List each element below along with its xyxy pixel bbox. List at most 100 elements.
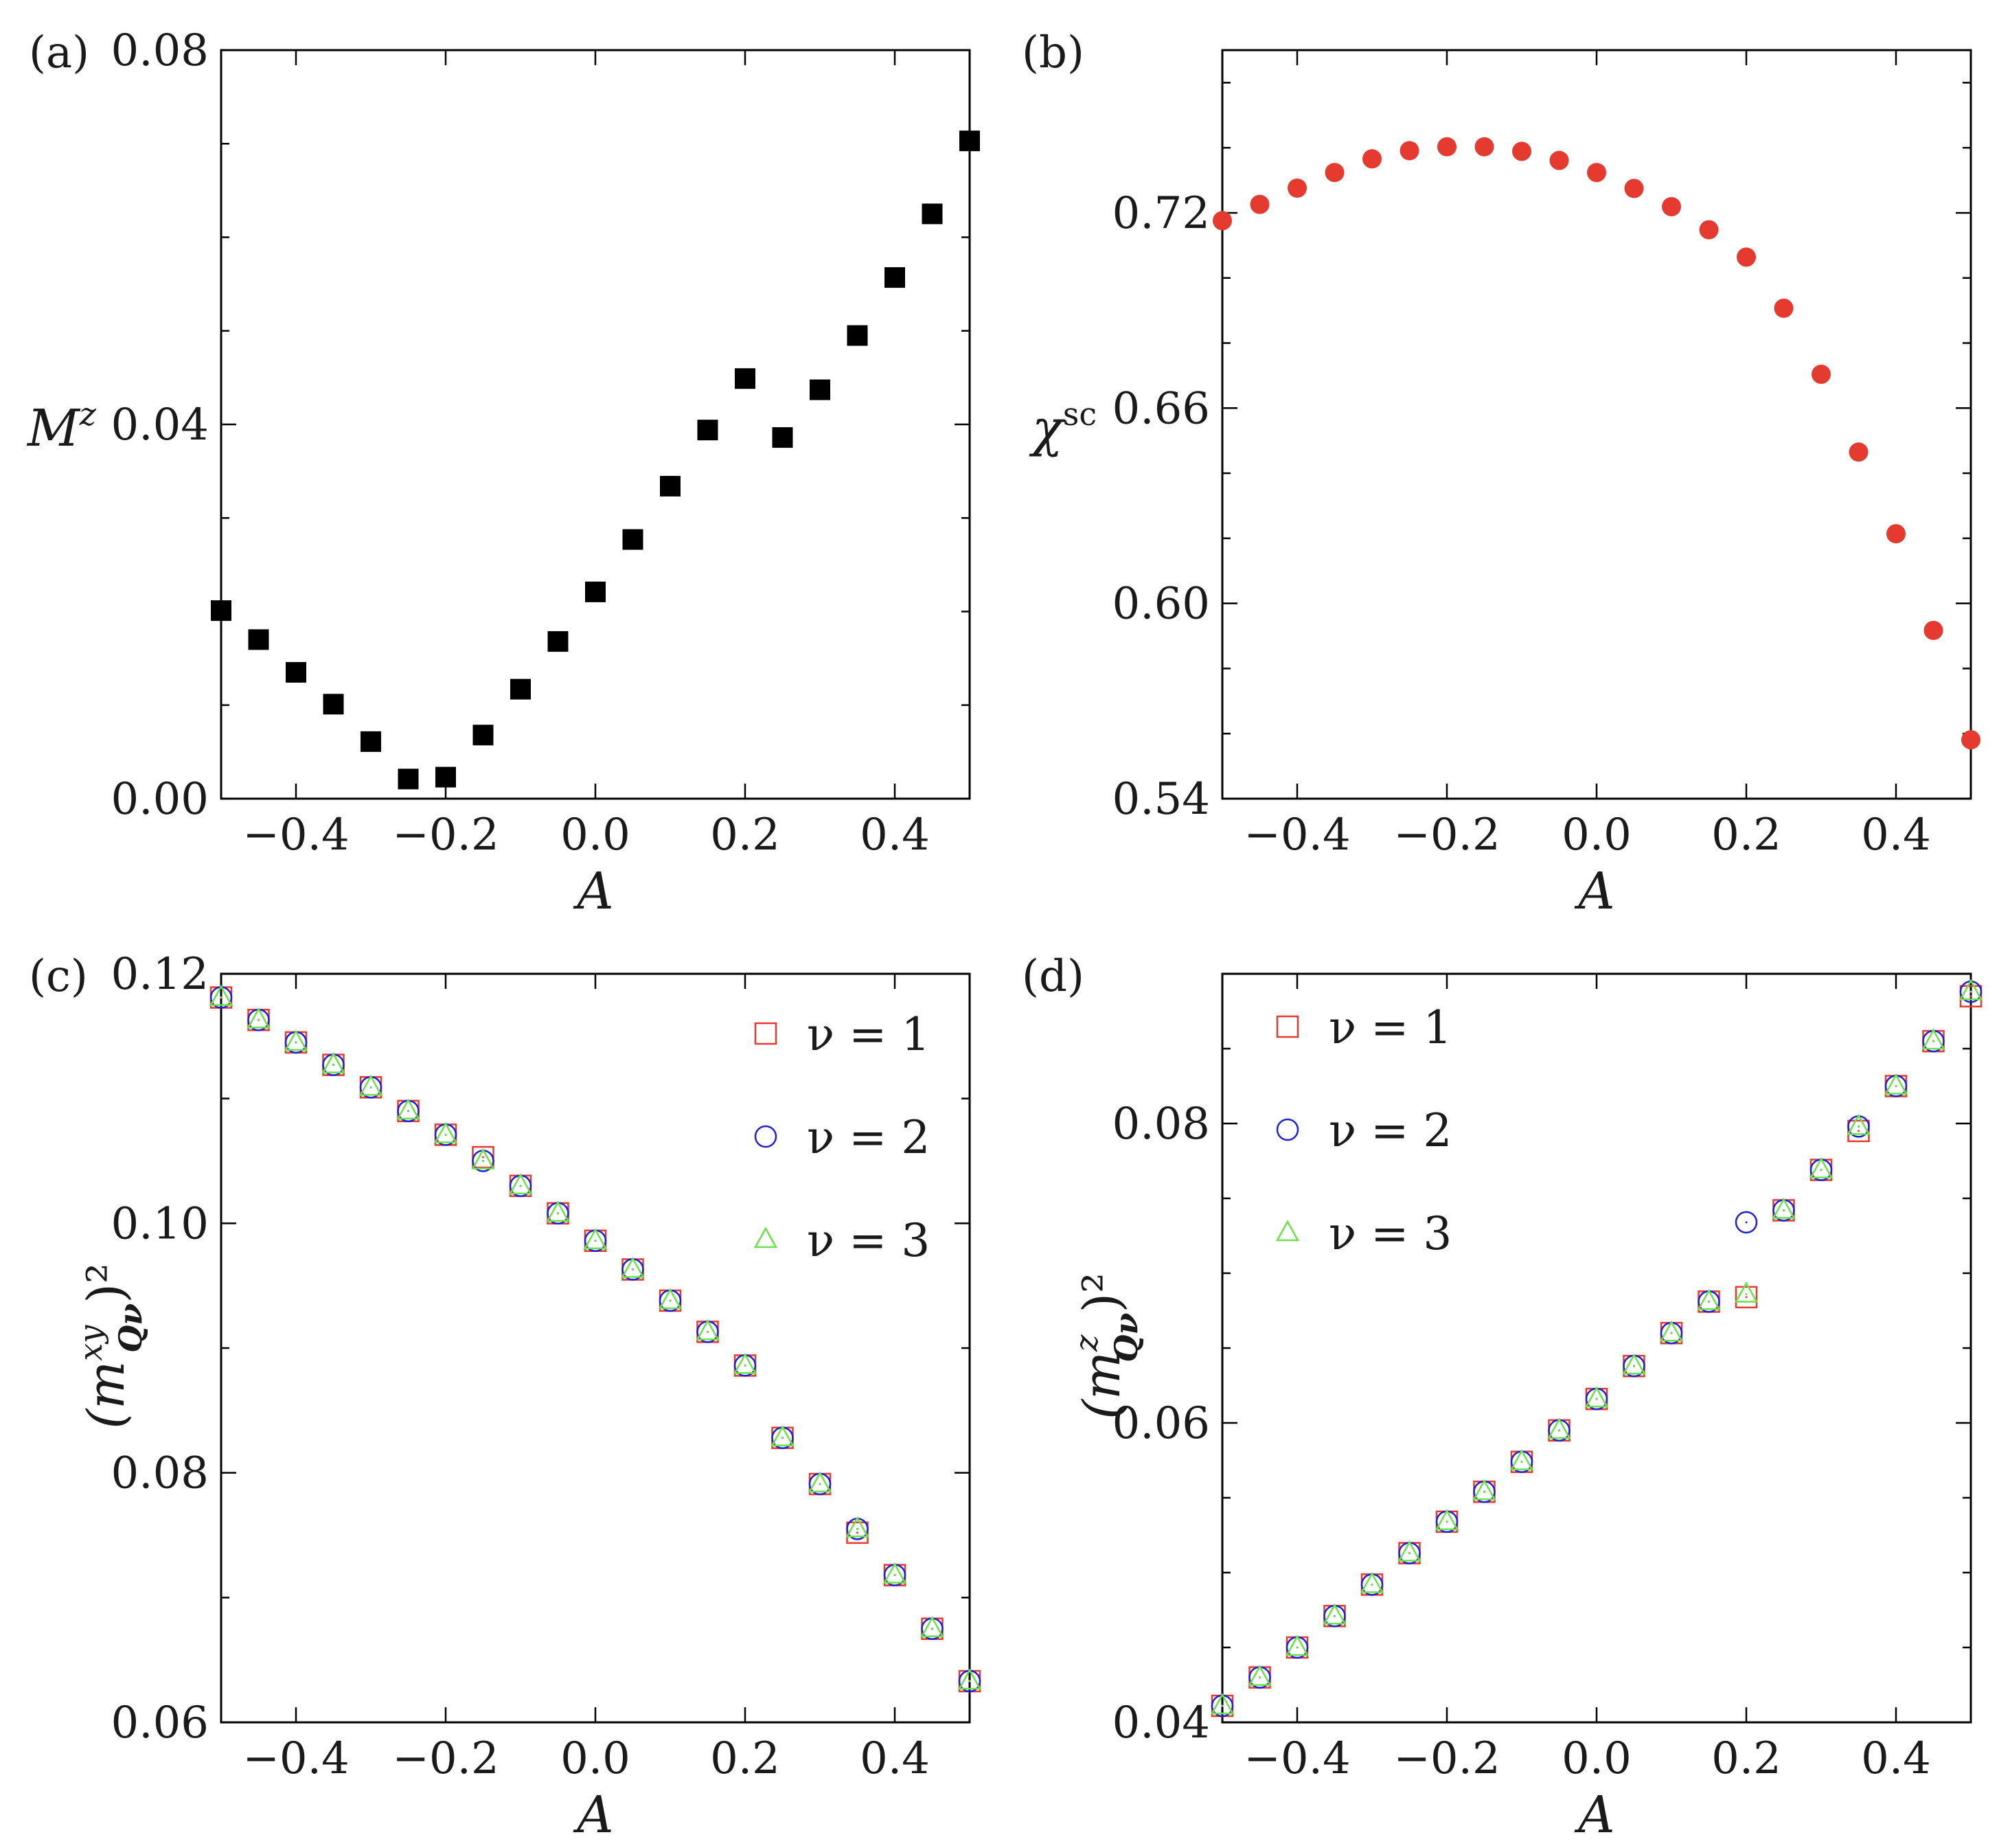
x-tick-label: −0.4	[242, 810, 349, 860]
data-point	[810, 379, 830, 400]
y-tick-label: 0.08	[111, 1448, 209, 1499]
data-point-center	[781, 1437, 784, 1439]
data-point	[660, 475, 681, 497]
data-point	[847, 325, 868, 346]
data-point	[1699, 220, 1719, 240]
data-point	[1472, 1479, 1496, 1501]
y-tick-label: 0.06	[1112, 1398, 1211, 1449]
data-point	[323, 694, 344, 715]
data-point	[1325, 163, 1345, 183]
panel-a: (a) −0.4 −0.2 0.0 0.2 0.4 0.00 0.04 0.08 A Mz	[26, 25, 980, 921]
data-point	[658, 1288, 683, 1310]
data-point-center	[1820, 1169, 1823, 1172]
data-point	[284, 1029, 308, 1051]
data-point	[508, 1173, 533, 1195]
data-point	[735, 368, 755, 389]
data-point-center	[1296, 1646, 1299, 1649]
data-point	[547, 631, 569, 652]
data-point-center	[1783, 1209, 1785, 1211]
x-tick-label: −0.2	[392, 810, 499, 860]
data-point	[1248, 1665, 1272, 1686]
data-point-center	[1221, 1704, 1224, 1707]
data-point-center	[1259, 1676, 1261, 1679]
x-tick-label: 0.4	[860, 1733, 930, 1784]
data-point-center	[707, 1330, 709, 1333]
data-point	[435, 766, 456, 788]
y-tick-label: 0.54	[1112, 774, 1211, 825]
data-point	[1323, 1603, 1347, 1625]
legend-label: ν = 2	[807, 1111, 930, 1164]
data-point	[1659, 1320, 1684, 1342]
data-point	[321, 1052, 345, 1073]
data-point-center	[1745, 1293, 1748, 1296]
x-tick-label: 0.4	[860, 810, 930, 860]
y-tick-label: 0.04	[111, 400, 209, 450]
data-point-center	[1858, 1125, 1860, 1128]
y-axis-label: χsc	[1029, 396, 1097, 458]
data-point	[583, 1228, 608, 1250]
legend-marker	[754, 1125, 777, 1148]
x-axis-label: A	[573, 862, 613, 921]
data-point	[621, 1256, 645, 1278]
y-axis-label: (mxyQν)²	[72, 1263, 149, 1429]
data-point	[1734, 1281, 1759, 1303]
series-1	[1211, 985, 1983, 1718]
data-point	[1285, 1634, 1310, 1656]
y-tick-label: 0.12	[111, 949, 209, 1000]
data-point-center	[893, 1574, 896, 1577]
y-axis-label: (mzQν)²	[1068, 1273, 1145, 1419]
legend: ν = 1 ν = 2 ν = 3	[753, 1008, 930, 1267]
data-point-center	[519, 1185, 522, 1187]
data-point-center	[482, 1160, 484, 1162]
data-point	[1886, 524, 1906, 544]
data-point	[1397, 1540, 1421, 1562]
data-point	[1923, 620, 1943, 640]
data-point-center	[968, 1680, 971, 1682]
data-point	[585, 581, 606, 602]
data-point	[1884, 1073, 1908, 1095]
data-point	[471, 1148, 495, 1170]
x-tick-label: 0.2	[710, 810, 780, 860]
data-point-center	[856, 1527, 858, 1530]
x-tick-label: 0.0	[560, 810, 630, 860]
data-point-center	[1670, 1332, 1673, 1334]
data-point	[286, 662, 306, 683]
data-point	[1735, 1286, 1758, 1309]
data-point-center	[369, 1086, 372, 1088]
x-tick-label: 0.2	[1711, 810, 1781, 860]
x-tick-label: 0.2	[710, 1733, 780, 1784]
data-point	[546, 1200, 570, 1222]
data-point-center	[1895, 1085, 1897, 1087]
data-point-center	[1633, 1365, 1635, 1367]
data-point	[770, 1425, 795, 1447]
data-point	[1958, 979, 1983, 1001]
data-point	[1435, 1509, 1459, 1531]
data-point	[922, 203, 943, 225]
data-point-center	[332, 1064, 334, 1066]
data-point-center	[931, 1628, 933, 1630]
data-point-center	[1595, 1398, 1598, 1400]
y-tick-label: 0.72	[1112, 188, 1211, 239]
series-3	[1210, 979, 1983, 1715]
data-point	[211, 600, 231, 621]
data-point-center	[1932, 1040, 1934, 1042]
data-point	[1812, 365, 1831, 385]
data-point	[1772, 1197, 1796, 1219]
data-point	[1735, 1211, 1758, 1234]
series-1	[211, 130, 980, 790]
data-point	[1360, 1571, 1384, 1593]
x-tick-label: −0.4	[1244, 1733, 1350, 1784]
data-point-center	[1334, 1615, 1336, 1617]
data-point	[510, 678, 531, 700]
legend-label: ν = 1	[807, 1008, 930, 1061]
series-1	[209, 986, 981, 1693]
data-point	[1774, 298, 1794, 318]
data-point-center	[819, 1483, 821, 1485]
panel-c: (c) −0.4 −0.2 0.0 0.2 0.4 0.06 0.08 0.10 0.12 A (mx…	[29, 949, 982, 1845]
data-point-center	[1708, 1300, 1710, 1303]
data-point-center	[1408, 1552, 1410, 1555]
data-point	[1509, 1449, 1534, 1470]
series-3	[209, 984, 982, 1690]
series-1	[1213, 137, 1980, 750]
